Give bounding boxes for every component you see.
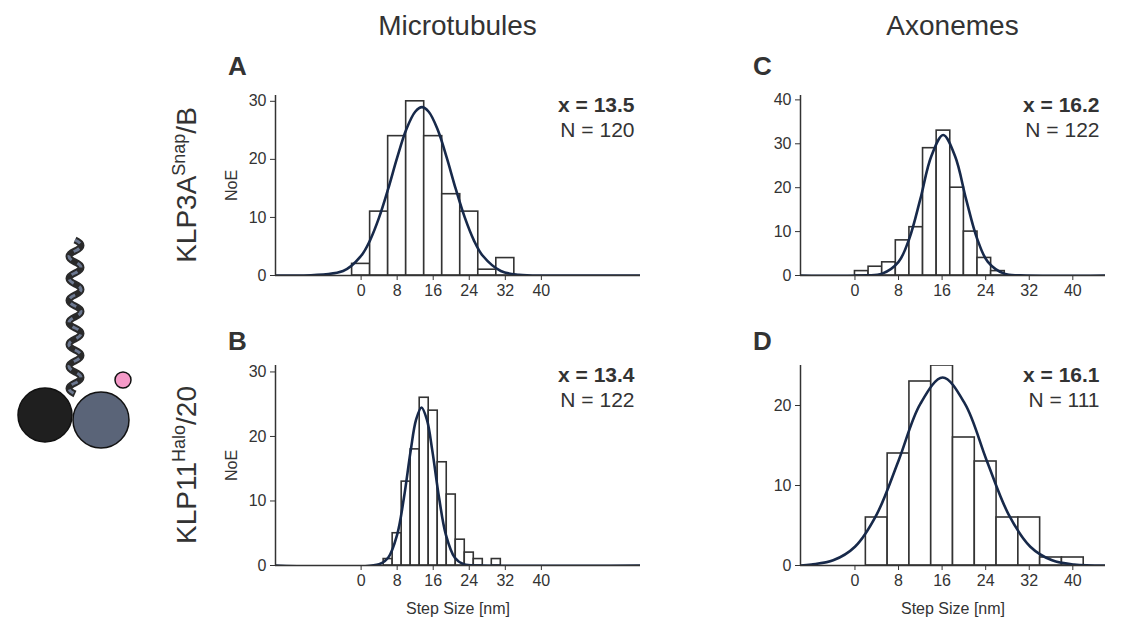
html-text:Microtubules: Microtubules [378, 10, 537, 41]
svg-text:Step Size [nm]: Step Size [nm] [406, 600, 510, 617]
svg-text:x = 13.4: x = 13.4 [558, 363, 635, 386]
svg-text:N = 120: N = 120 [560, 118, 634, 141]
svg-text:0: 0 [783, 267, 792, 284]
svg-text:30: 30 [249, 92, 267, 109]
svg-text:N = 111: N = 111 [1028, 388, 1099, 411]
svg-text:20: 20 [774, 179, 792, 196]
svg-text:KLP11Halo/20: KLP11Halo/20 [169, 386, 202, 544]
svg-text:30: 30 [774, 135, 792, 152]
html-text:D: D [753, 326, 772, 356]
svg-text:16: 16 [933, 282, 951, 299]
svg-text:0: 0 [783, 557, 792, 574]
svg-text:8: 8 [393, 572, 402, 589]
svg-text:8: 8 [894, 282, 903, 299]
svg-text:x = 13.5: x = 13.5 [558, 93, 635, 116]
svg-text:0: 0 [258, 267, 267, 284]
html-text:C: C [753, 51, 772, 81]
svg-text:10: 10 [774, 477, 792, 494]
svg-text:NoE: NoE [223, 450, 240, 481]
html-text:Axonemes: Axonemes [886, 10, 1019, 41]
svg-text:20: 20 [774, 397, 792, 414]
svg-text:30: 30 [249, 363, 267, 380]
svg-text:32: 32 [496, 282, 514, 299]
svg-text:20: 20 [249, 150, 267, 167]
svg-text:24: 24 [460, 572, 478, 589]
svg-text:24: 24 [977, 282, 995, 299]
svg-text:x = 16.2: x = 16.2 [1023, 93, 1099, 116]
svg-text:40: 40 [1064, 572, 1082, 589]
svg-text:40: 40 [532, 572, 550, 589]
html-text:A: A [228, 51, 247, 81]
svg-text:40: 40 [532, 282, 550, 299]
svg-text:32: 32 [496, 572, 514, 589]
svg-text:0: 0 [357, 282, 366, 299]
svg-text:8: 8 [894, 572, 903, 589]
svg-text:x = 16.1: x = 16.1 [1023, 363, 1100, 386]
svg-text:24: 24 [977, 572, 995, 589]
svg-text:0: 0 [851, 282, 860, 299]
svg-text:16: 16 [424, 572, 442, 589]
svg-text:0: 0 [851, 572, 860, 589]
svg-text:32: 32 [1020, 282, 1038, 299]
svg-text:32: 32 [1020, 572, 1038, 589]
html-text:B: B [228, 326, 247, 356]
svg-text:24: 24 [460, 282, 478, 299]
svg-text:20: 20 [249, 428, 267, 445]
svg-text:KLP3ASnap/B: KLP3ASnap/B [169, 107, 202, 263]
svg-text:N = 122: N = 122 [560, 388, 634, 411]
svg-text:8: 8 [393, 282, 402, 299]
svg-text:10: 10 [774, 223, 792, 240]
svg-text:Step Size [nm]: Step Size [nm] [901, 600, 1005, 617]
svg-text:10: 10 [249, 492, 267, 509]
svg-text:NoE: NoE [223, 170, 240, 201]
svg-text:40: 40 [774, 91, 792, 108]
svg-text:N = 122: N = 122 [1025, 118, 1099, 141]
svg-text:16: 16 [933, 572, 951, 589]
svg-text:16: 16 [424, 282, 442, 299]
svg-text:40: 40 [1064, 282, 1082, 299]
svg-text:0: 0 [357, 572, 366, 589]
svg-text:0: 0 [258, 557, 267, 574]
svg-text:10: 10 [249, 209, 267, 226]
